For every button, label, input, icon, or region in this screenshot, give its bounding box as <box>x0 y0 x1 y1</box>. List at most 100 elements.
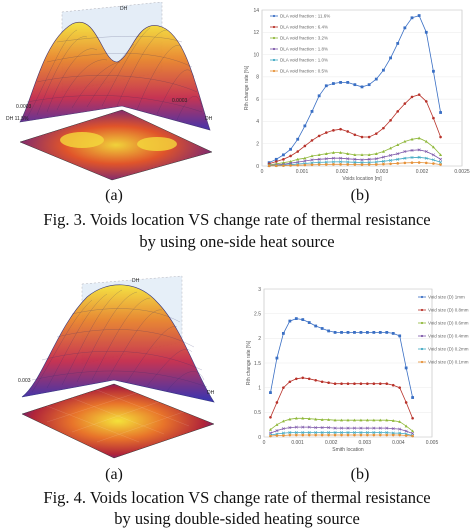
data-point <box>333 433 337 437</box>
data-point <box>296 163 300 167</box>
data-point <box>391 383 395 387</box>
data-point <box>389 146 393 150</box>
data-point <box>379 433 382 437</box>
data-point <box>374 160 378 164</box>
data-point <box>295 377 298 381</box>
fig3-surface-mesh <box>19 21 211 131</box>
data-point <box>307 321 311 324</box>
data-point <box>346 130 350 133</box>
data-point <box>439 160 443 164</box>
data-point <box>282 386 285 389</box>
data-point <box>333 426 337 430</box>
data-point <box>307 425 311 429</box>
data-point <box>333 418 337 422</box>
data-point <box>352 431 356 435</box>
data-point <box>410 148 414 152</box>
data-point <box>389 119 392 122</box>
legend-marker <box>420 308 424 312</box>
data-point <box>327 329 331 333</box>
legend-label: Void size (D) 1mm <box>428 295 465 300</box>
data-point <box>324 163 328 166</box>
data-point <box>320 418 324 421</box>
data-point <box>353 382 356 386</box>
data-point <box>331 160 335 164</box>
data-point <box>296 157 300 161</box>
y-tick-label: 0.5 <box>254 410 261 416</box>
data-point <box>372 382 376 386</box>
data-point <box>340 431 344 435</box>
data-point <box>385 431 389 435</box>
data-point <box>310 154 314 158</box>
data-point <box>275 401 279 404</box>
data-point <box>346 81 350 84</box>
legend-marker <box>272 58 276 62</box>
x-axis-label: Smith location <box>332 447 364 453</box>
x-tick-label: 0.0025 <box>454 169 470 175</box>
legend-label: DLA void fraction : 1.0% <box>280 58 328 63</box>
fig4-subfig-a-label: (a) <box>105 466 123 483</box>
data-point <box>410 161 414 164</box>
data-point <box>346 160 350 164</box>
x-tick-label: 0.002 <box>336 169 349 175</box>
data-point <box>346 152 350 155</box>
y-tick-label: 1 <box>258 385 261 391</box>
data-point <box>365 431 369 435</box>
data-point <box>398 334 402 338</box>
data-point <box>281 427 285 431</box>
data-point <box>324 84 328 88</box>
data-point <box>359 426 363 430</box>
fig3-subfig-b-label: (b) <box>350 187 370 204</box>
data-point <box>320 433 324 437</box>
data-point <box>303 159 307 163</box>
data-point <box>314 431 318 435</box>
data-point <box>366 433 369 437</box>
x-tick-label: 0.001 <box>296 169 309 175</box>
fig4-surface-mesh <box>21 284 215 403</box>
data-point <box>303 144 307 148</box>
data-point <box>439 111 442 114</box>
data-point <box>398 427 402 431</box>
data-point <box>339 151 343 154</box>
data-point <box>359 382 363 386</box>
series-line <box>270 318 413 398</box>
data-point <box>372 331 376 334</box>
data-point <box>439 157 443 161</box>
data-point <box>288 380 292 384</box>
data-point <box>307 431 311 435</box>
data-point <box>327 433 330 437</box>
data-point <box>301 433 305 437</box>
x-tick-label: 0.004 <box>392 440 405 446</box>
data-point <box>346 433 350 437</box>
fig4-floor-map <box>21 383 215 459</box>
data-point <box>378 331 382 334</box>
data-point <box>424 139 428 143</box>
data-point <box>333 431 337 435</box>
data-point <box>353 163 357 166</box>
data-point <box>432 69 435 73</box>
data-point <box>403 102 407 105</box>
svg-text:DH: DH <box>120 6 128 12</box>
data-point <box>403 161 407 165</box>
data-point <box>333 331 337 334</box>
svg-text:0.003: 0.003 <box>18 378 31 384</box>
data-point <box>314 378 317 382</box>
data-point <box>317 153 321 157</box>
svg-text:0.0003: 0.0003 <box>172 98 188 104</box>
data-point <box>303 156 307 160</box>
data-point <box>417 155 421 159</box>
data-point <box>339 163 342 166</box>
x-tick-label: 0 <box>263 440 266 446</box>
data-point <box>320 380 324 384</box>
legend-marker <box>420 334 424 338</box>
data-point <box>310 139 314 142</box>
fig4-line-chart: 3 2.5 2 1.5 1 0.5 00 0.001 0.002 0.003 0.004 0.005 S… <box>246 287 469 453</box>
legend-marker <box>272 36 276 40</box>
data-point <box>353 433 356 437</box>
data-point <box>389 158 393 162</box>
fig3-subfig-a-label: (a) <box>105 187 123 204</box>
data-point <box>385 382 389 386</box>
data-point <box>439 135 442 139</box>
data-point <box>324 152 328 155</box>
legend-marker <box>420 295 424 299</box>
data-point <box>391 332 395 335</box>
